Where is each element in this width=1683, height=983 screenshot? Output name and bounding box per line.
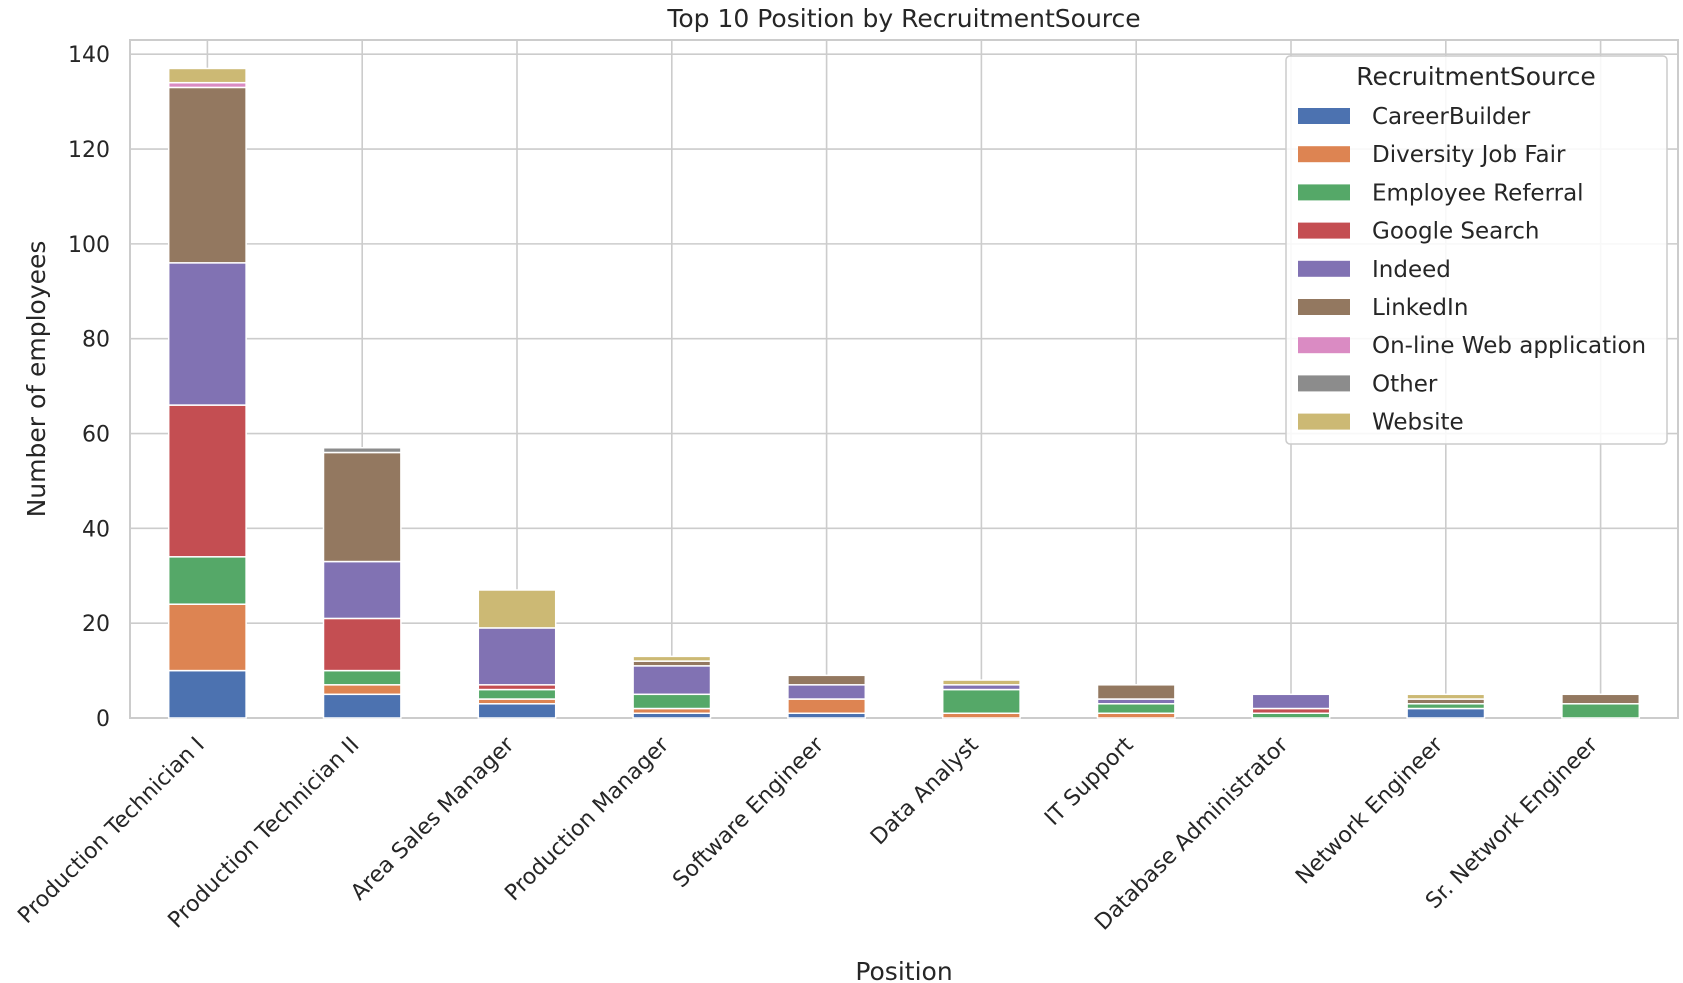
legend-label-diversity-job-fair: Diversity Job Fair	[1372, 142, 1566, 168]
x-tick-label: Software Engineer	[668, 732, 829, 893]
x-axis-label: Position	[855, 957, 952, 983]
legend-swatch-employee-referral	[1298, 184, 1350, 201]
bar-segment-careerbuilder	[1406, 707, 1486, 719]
legend-title: RecruitmentSource	[1356, 62, 1596, 91]
legend-swatch-diversity-job-fair	[1298, 146, 1350, 163]
bar-segment-website	[632, 655, 712, 662]
bar-segment-website	[167, 67, 247, 84]
legend-swatch-linkedin	[1298, 299, 1350, 315]
y-tick-label: 120	[68, 138, 110, 163]
legend-label-linkedin: LinkedIn	[1372, 295, 1468, 321]
bar-segment-google-search	[322, 617, 402, 672]
bar-segment-careerbuilder	[322, 693, 402, 719]
bar-segment-diversity-job-fair	[167, 603, 247, 672]
bar-segment-diversity-job-fair	[787, 698, 867, 715]
legend-label-careerbuilder: CareerBuilder	[1372, 104, 1531, 130]
legend-label-google-search: Google Search	[1372, 219, 1539, 245]
y-tick-label: 140	[68, 43, 110, 68]
x-tick-label: Network Engineer	[1291, 732, 1449, 890]
bar-segment-employee-referral	[477, 688, 557, 700]
bar-segment-indeed	[1251, 693, 1331, 710]
bar-segment-diversity-job-fair	[322, 684, 402, 696]
legend-label-on-line-web-application: On-line Web application	[1372, 333, 1646, 359]
chart-title: Top 10 Position by RecruitmentSource	[666, 4, 1140, 33]
legend: RecruitmentSource CareerBuilder Diversity…	[1285, 55, 1668, 445]
bar-segment-indeed	[167, 262, 247, 406]
bar-segment-linkedin	[1561, 693, 1641, 705]
x-tick-label: IT Support	[1040, 732, 1138, 830]
bar-segment-linkedin	[322, 451, 402, 563]
bar-segment-linkedin	[1096, 684, 1176, 700]
bar-segment-other	[322, 446, 402, 454]
y-tick-label: 60	[82, 423, 110, 448]
bar-segment-employee-referral	[167, 556, 247, 605]
legend-label-employee-referral: Employee Referral	[1372, 180, 1584, 206]
bar-segment-careerbuilder	[477, 703, 557, 719]
bar-segment-website	[477, 589, 557, 629]
legend-label-other: Other	[1372, 371, 1438, 397]
x-tick-label: Production Manager	[500, 732, 674, 906]
bar-segment-indeed	[322, 560, 402, 620]
legend-swatch-indeed	[1298, 260, 1350, 277]
legend-frame	[1285, 55, 1668, 445]
legend-swatch-careerbuilder	[1298, 108, 1350, 124]
bar-segment-employee-referral	[632, 693, 712, 710]
bar-segment-indeed	[477, 627, 557, 686]
y-axis-ticks: 0 20 40 60 80 100 120 140	[68, 43, 110, 732]
bar-segment-employee-referral	[941, 688, 1021, 715]
x-tick-label: Data Analyst	[866, 732, 984, 850]
bar-segment-employee-referral	[322, 669, 402, 686]
bar-segment-indeed	[632, 665, 712, 696]
y-tick-label: 40	[82, 517, 110, 542]
legend-label-indeed: Indeed	[1372, 257, 1451, 283]
bar-segment-indeed	[787, 684, 867, 700]
bar-segment-employee-referral	[1561, 703, 1641, 719]
y-axis-label: Number of employees	[22, 241, 51, 518]
y-tick-label: 0	[96, 707, 110, 732]
bar-segment-linkedin	[167, 86, 247, 264]
bar-segment-employee-referral	[1096, 703, 1176, 715]
x-tick-label: Sr. Network Engineer	[1421, 732, 1603, 914]
bar-segment-google-search	[167, 404, 247, 558]
x-tick-label: Area Sales Manager	[346, 732, 520, 906]
legend-swatch-on-line-web-application	[1298, 337, 1350, 354]
legend-swatch-google-search	[1298, 222, 1350, 239]
bars	[167, 67, 1641, 719]
bar-segment-careerbuilder	[167, 669, 247, 719]
y-tick-label: 20	[82, 612, 110, 637]
bar-segment-website	[1406, 693, 1486, 700]
legend-swatch-website	[1298, 413, 1350, 430]
legend-items: CareerBuilder Diversity Job Fair Employee …	[1298, 104, 1646, 436]
legend-swatch-other	[1298, 375, 1350, 392]
legend-label-website: Website	[1372, 410, 1464, 436]
y-tick-label: 100	[68, 233, 110, 258]
bar-segment-website	[941, 679, 1021, 686]
y-tick-label: 80	[82, 328, 110, 353]
bar-segment-linkedin	[787, 674, 867, 686]
